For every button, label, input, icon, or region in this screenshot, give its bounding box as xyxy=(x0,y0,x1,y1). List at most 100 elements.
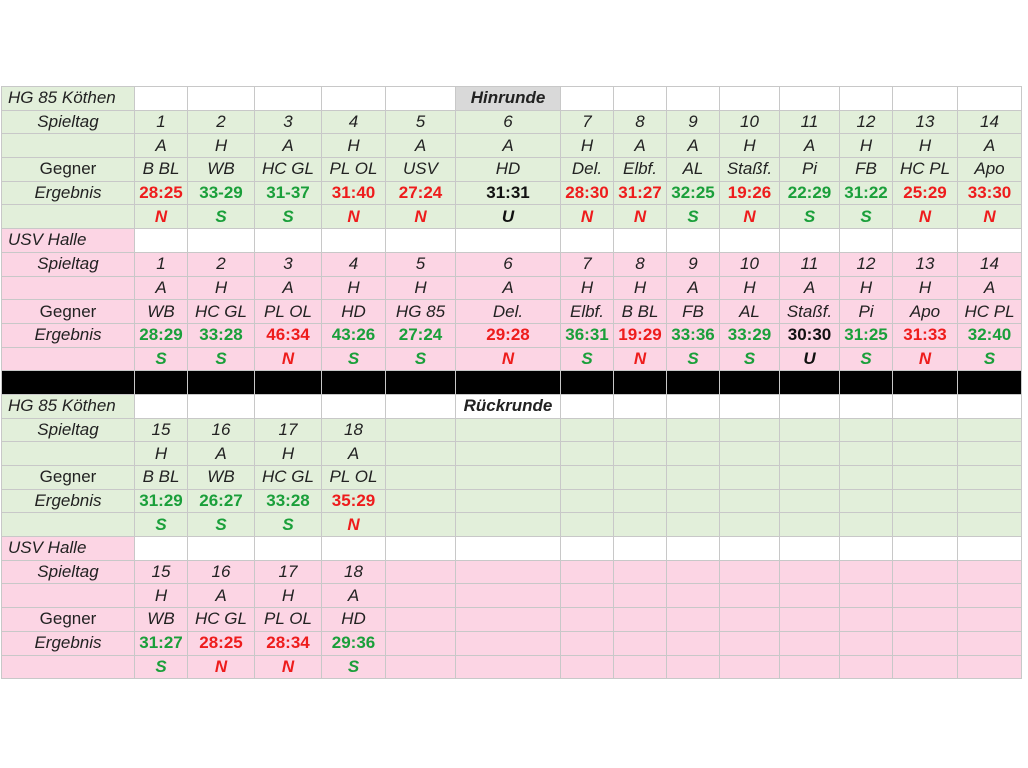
venue-cell[interactable]: H xyxy=(892,133,958,159)
empty-cell[interactable] xyxy=(613,228,667,253)
outcome-cell[interactable] xyxy=(957,512,1022,538)
outcome-cell[interactable]: S xyxy=(187,512,255,538)
venue-cell[interactable]: H xyxy=(134,583,188,609)
outcome-cell[interactable]: S xyxy=(134,654,188,680)
outcome-cell[interactable]: S xyxy=(666,204,720,230)
gegner-label[interactable]: Gegner xyxy=(1,299,135,324)
venue-label-cell[interactable] xyxy=(1,583,135,609)
empty-cell[interactable] xyxy=(957,536,1022,561)
ergebnis-cell[interactable]: 36:31 xyxy=(560,322,614,348)
outcome-cell[interactable] xyxy=(839,654,893,680)
empty-cell[interactable] xyxy=(719,536,780,561)
ergebnis-cell[interactable]: 31:29 xyxy=(134,488,188,514)
outcome-cell[interactable]: N xyxy=(892,204,958,230)
gegner-cell[interactable]: PL OL xyxy=(254,607,322,632)
venue-cell[interactable]: H xyxy=(321,133,386,159)
gegner-label[interactable]: Gegner xyxy=(1,465,135,490)
spieltag-label[interactable]: Spieltag xyxy=(1,417,135,443)
gegner-cell[interactable]: WB xyxy=(134,607,188,632)
ergebnis-cell[interactable]: 32:40 xyxy=(957,322,1022,348)
venue-label-cell[interactable] xyxy=(1,133,135,159)
empty-cell[interactable] xyxy=(385,536,456,561)
spieltag-cell[interactable] xyxy=(613,417,667,443)
ergebnis-cell[interactable]: 29:28 xyxy=(455,322,561,348)
venue-cell[interactable] xyxy=(455,441,561,466)
spieltag-cell[interactable] xyxy=(957,559,1022,585)
gegner-cell[interactable]: WB xyxy=(187,157,255,182)
outcome-label-cell[interactable] xyxy=(1,512,135,538)
ergebnis-cell[interactable] xyxy=(957,630,1022,656)
venue-cell[interactable]: H xyxy=(839,133,893,159)
empty-cell[interactable] xyxy=(892,228,958,253)
spieltag-cell[interactable]: 18 xyxy=(321,559,386,585)
outcome-cell[interactable] xyxy=(613,512,667,538)
spieltag-cell[interactable]: 10 xyxy=(719,251,780,277)
venue-cell[interactable] xyxy=(455,583,561,609)
ergebnis-cell[interactable]: 28:30 xyxy=(560,180,614,206)
venue-cell[interactable]: A xyxy=(254,275,322,301)
outcome-cell[interactable]: U xyxy=(779,346,840,372)
venue-cell[interactable]: A xyxy=(455,275,561,301)
gegner-cell[interactable]: PL OL xyxy=(321,465,386,490)
gegner-label[interactable]: Gegner xyxy=(1,157,135,182)
ergebnis-cell[interactable]: 31:31 xyxy=(455,180,561,206)
venue-cell[interactable]: H xyxy=(892,275,958,301)
gegner-cell[interactable]: HC GL xyxy=(187,299,255,324)
gegner-cell[interactable] xyxy=(385,465,456,490)
venue-cell[interactable] xyxy=(957,441,1022,466)
outcome-label-cell[interactable] xyxy=(1,654,135,680)
empty-cell[interactable] xyxy=(666,536,720,561)
outcome-cell[interactable]: N xyxy=(957,204,1022,230)
venue-cell[interactable] xyxy=(779,441,840,466)
gegner-cell[interactable]: AL xyxy=(719,299,780,324)
gegner-cell[interactable] xyxy=(560,607,614,632)
empty-cell[interactable] xyxy=(385,228,456,253)
outcome-cell[interactable]: S xyxy=(839,204,893,230)
spieltag-cell[interactable]: 16 xyxy=(187,417,255,443)
ergebnis-cell[interactable]: 31:22 xyxy=(839,180,893,206)
venue-cell[interactable]: A xyxy=(321,441,386,466)
ergebnis-cell[interactable]: 31:27 xyxy=(613,180,667,206)
outcome-cell[interactable] xyxy=(779,654,840,680)
venue-cell[interactable]: A xyxy=(455,133,561,159)
gegner-cell[interactable]: HC PL xyxy=(892,157,958,182)
empty-cell[interactable] xyxy=(321,228,386,253)
spieltag-cell[interactable] xyxy=(719,559,780,585)
outcome-cell[interactable]: S xyxy=(839,346,893,372)
gegner-cell[interactable]: Elbf. xyxy=(613,157,667,182)
spieltag-cell[interactable]: 4 xyxy=(321,251,386,277)
team-name-cell[interactable]: HG 85 Köthen xyxy=(1,86,135,111)
ergebnis-cell[interactable]: 27:24 xyxy=(385,180,456,206)
spieltag-label[interactable]: Spieltag xyxy=(1,109,135,135)
ergebnis-cell[interactable]: 31:27 xyxy=(134,630,188,656)
gegner-cell[interactable] xyxy=(613,607,667,632)
team-name-cell[interactable]: USV Halle xyxy=(1,228,135,253)
ergebnis-cell[interactable]: 33-29 xyxy=(187,180,255,206)
empty-cell[interactable] xyxy=(719,228,780,253)
venue-cell[interactable]: A xyxy=(187,583,255,609)
ergebnis-cell[interactable]: 46:34 xyxy=(254,322,322,348)
empty-cell[interactable] xyxy=(560,228,614,253)
ergebnis-cell[interactable]: 35:29 xyxy=(321,488,386,514)
venue-cell[interactable]: A xyxy=(957,275,1022,301)
spieltag-cell[interactable] xyxy=(839,559,893,585)
outcome-cell[interactable]: S xyxy=(666,346,720,372)
gegner-cell[interactable] xyxy=(560,465,614,490)
venue-cell[interactable]: H xyxy=(839,275,893,301)
ergebnis-label[interactable]: Ergebnis xyxy=(1,322,135,348)
venue-cell[interactable] xyxy=(779,583,840,609)
spieltag-cell[interactable]: 15 xyxy=(134,417,188,443)
ergebnis-cell[interactable]: 31:40 xyxy=(321,180,386,206)
ergebnis-cell[interactable]: 28:25 xyxy=(134,180,188,206)
spieltag-cell[interactable]: 12 xyxy=(839,251,893,277)
empty-cell[interactable] xyxy=(892,393,958,419)
venue-cell[interactable]: H xyxy=(187,275,255,301)
empty-cell[interactable] xyxy=(455,536,561,561)
ergebnis-cell[interactable]: 22:29 xyxy=(779,180,840,206)
spieltag-label[interactable]: Spieltag xyxy=(1,251,135,277)
spieltag-cell[interactable]: 3 xyxy=(254,109,322,135)
spieltag-cell[interactable]: 3 xyxy=(254,251,322,277)
venue-cell[interactable]: A xyxy=(779,133,840,159)
empty-cell[interactable] xyxy=(560,536,614,561)
ergebnis-cell[interactable]: 19:29 xyxy=(613,322,667,348)
